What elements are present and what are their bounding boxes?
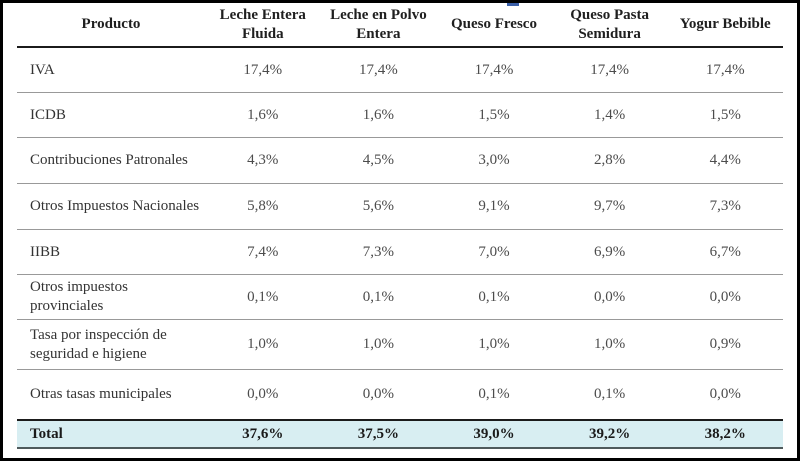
- total-row: Total 37,6% 37,5% 39,0% 39,2% 38,2%: [17, 419, 783, 449]
- cell-value: 1,5%: [436, 92, 552, 138]
- cell-value: 7,0%: [436, 229, 552, 275]
- cell-value: 7,4%: [205, 229, 321, 275]
- cell-value: 17,4%: [320, 47, 437, 93]
- cell-value: 1,4%: [551, 92, 668, 138]
- column-header-queso-fresco: Queso Fresco: [436, 3, 552, 48]
- column-header-leche-entera-fluida: Leche Entera Fluida: [205, 3, 321, 48]
- cell-value: 17,4%: [667, 47, 783, 93]
- cell-value: 17,4%: [436, 47, 552, 93]
- cell-value: 1,5%: [667, 92, 783, 138]
- cell-value: 0,0%: [667, 274, 783, 320]
- cell-value: 1,6%: [320, 92, 437, 138]
- row-label: ICDB: [17, 92, 205, 138]
- cell-value: 17,4%: [551, 47, 668, 93]
- cell-value: 0,9%: [667, 319, 783, 370]
- cell-value: 7,3%: [667, 183, 783, 230]
- total-value: 39,0%: [436, 419, 552, 449]
- cell-value: 5,6%: [320, 183, 437, 230]
- table-row-tasa-inspeccion: Tasa por inspección de seguridad e higie…: [17, 319, 783, 370]
- row-label: Otros impuestos provinciales: [17, 274, 205, 320]
- row-label: Tasa por inspección de seguridad e higie…: [17, 319, 205, 370]
- table-row-icdb: ICDB 1,6% 1,6% 1,5% 1,4% 1,5%: [17, 92, 783, 138]
- cell-value: 1,0%: [436, 319, 552, 370]
- total-value: 37,5%: [320, 419, 437, 449]
- cell-value: 0,1%: [593, 386, 626, 403]
- cell-value: 0,1%: [478, 386, 510, 403]
- row-label: IVA: [17, 47, 205, 93]
- table-row-otros-impuestos-nacionales: Otros Impuestos Nacionales 5,8% 5,6% 9,1…: [17, 183, 783, 230]
- table-header-row: Producto Leche Entera Fluida Leche en Po…: [17, 3, 783, 48]
- cell-value: 0,1%: [436, 274, 552, 320]
- column-header-queso-pasta-semidura: Queso Pasta Semidura: [551, 3, 668, 48]
- cell-value: 4,4%: [667, 137, 783, 184]
- cell-value: 0,0%: [551, 274, 668, 320]
- table-row-contribuciones-patronales: Contribuciones Patronales 4,3% 4,5% 3,0%…: [17, 137, 783, 184]
- cell-value: 0,1%: [320, 274, 437, 320]
- total-value: 37,6%: [205, 419, 321, 449]
- cell-value: 0,1%: [205, 274, 321, 320]
- cropped-text-artifact: [507, 3, 519, 6]
- cell-value: 1,6%: [205, 92, 321, 138]
- total-value: 38,2%: [667, 419, 783, 449]
- cell-value: 9,7%: [551, 183, 668, 230]
- tax-table: Producto Leche Entera Fluida Leche en Po…: [17, 3, 783, 449]
- cell-value: 6,7%: [667, 229, 783, 275]
- table-row-iva: IVA 17,4% 17,4% 17,4% 17,4% 17,4%: [17, 47, 783, 93]
- cell-value: 9,1%: [436, 183, 552, 230]
- table-row-otras-tasas-municipales: Otras tasas municipales 0,0% 0,0% 0,1% 0…: [17, 370, 783, 421]
- table-row-otros-impuestos-provinciales: Otros impuestos provinciales 0,1% 0,1% 0…: [17, 274, 783, 320]
- cell-value: 1,0%: [205, 319, 321, 370]
- total-value: 39,2%: [551, 419, 668, 449]
- cell-value: 4,5%: [320, 137, 437, 184]
- row-label: IIBB: [17, 229, 205, 275]
- row-label: Otras tasas municipales: [30, 386, 172, 403]
- column-header-producto: Producto: [17, 3, 205, 48]
- column-header-yogur-bebible: Yogur Bebible: [667, 3, 783, 48]
- column-header-leche-en-polvo-entera: Leche en Polvo Entera: [320, 3, 437, 48]
- cell-value: 1,0%: [551, 319, 668, 370]
- cell-value: 5,8%: [205, 183, 321, 230]
- cell-value: 7,3%: [320, 229, 437, 275]
- row-label: Otros Impuestos Nacionales: [17, 183, 205, 230]
- cell-value: 0,0%: [362, 386, 395, 403]
- total-label: Total: [17, 419, 205, 449]
- cell-value: 2,8%: [551, 137, 668, 184]
- cell-value: 17,4%: [205, 47, 321, 93]
- table-row-iibb: IIBB 7,4% 7,3% 7,0% 6,9% 6,7%: [17, 229, 783, 275]
- cell-value: 1,0%: [320, 319, 437, 370]
- row-label: Contribuciones Patronales: [17, 137, 205, 184]
- cell-value: 6,9%: [551, 229, 668, 275]
- cell-value: 4,3%: [205, 137, 321, 184]
- cell-value: 0,0%: [247, 386, 279, 403]
- cell-value: 3,0%: [436, 137, 552, 184]
- cell-value: 0,0%: [709, 386, 741, 403]
